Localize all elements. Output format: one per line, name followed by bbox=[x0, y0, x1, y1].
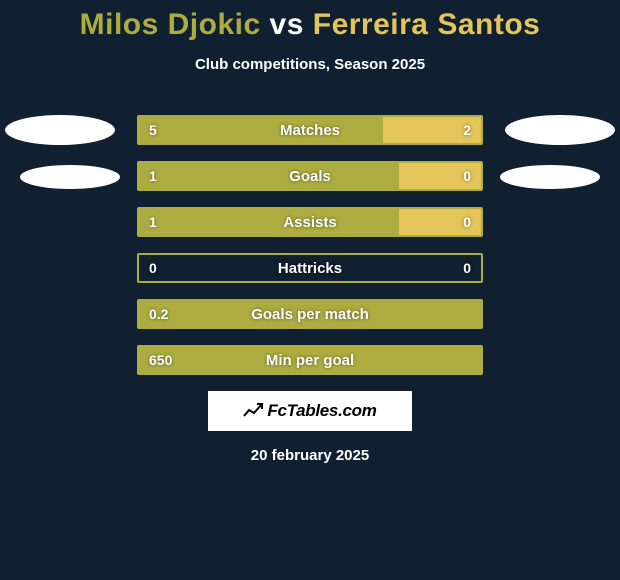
stat-bars-container: 5 Matches 2 1 Goals 0 1 Assists 0 0 Hatt… bbox=[137, 115, 483, 375]
stat-label: Matches bbox=[280, 122, 340, 139]
stat-row: 0.2 Goals per match bbox=[137, 299, 483, 329]
player2-team-logo bbox=[500, 165, 600, 189]
stat-label: Goals per match bbox=[251, 306, 369, 323]
stats-area: 5 Matches 2 1 Goals 0 1 Assists 0 0 Hatt… bbox=[0, 115, 620, 375]
stat-fill-left bbox=[139, 209, 399, 235]
stat-value-right: 0 bbox=[463, 168, 471, 184]
date-text: 20 february 2025 bbox=[0, 447, 620, 464]
player1-photo bbox=[5, 115, 115, 145]
vs-text: vs bbox=[270, 8, 304, 41]
chart-icon bbox=[243, 403, 263, 420]
logo-text: FcTables.com bbox=[267, 401, 376, 421]
stat-value-left: 0.2 bbox=[149, 306, 168, 322]
stat-fill-left bbox=[139, 117, 383, 143]
stat-value-left: 1 bbox=[149, 168, 157, 184]
stat-row: 1 Goals 0 bbox=[137, 161, 483, 191]
stat-label: Min per goal bbox=[266, 352, 354, 369]
stat-value-left: 650 bbox=[149, 352, 172, 368]
player1-name: Milos Djokic bbox=[80, 8, 261, 41]
stat-value-left: 1 bbox=[149, 214, 157, 230]
player2-photo bbox=[505, 115, 615, 145]
player2-name: Ferreira Santos bbox=[313, 8, 541, 41]
stat-label: Hattricks bbox=[278, 260, 342, 277]
player1-team-logo bbox=[20, 165, 120, 189]
stat-value-right: 0 bbox=[463, 260, 471, 276]
stat-value-right: 2 bbox=[463, 122, 471, 138]
comparison-title: Milos Djokic vs Ferreira Santos bbox=[0, 0, 620, 42]
stat-label: Goals bbox=[289, 168, 331, 185]
subtitle: Club competitions, Season 2025 bbox=[0, 56, 620, 73]
stat-row: 1 Assists 0 bbox=[137, 207, 483, 237]
stat-label: Assists bbox=[283, 214, 336, 231]
stat-value-left: 0 bbox=[149, 260, 157, 276]
fctables-logo: FcTables.com bbox=[208, 391, 412, 431]
stat-fill-left bbox=[139, 163, 399, 189]
stat-row: 5 Matches 2 bbox=[137, 115, 483, 145]
stat-row: 650 Min per goal bbox=[137, 345, 483, 375]
stat-row: 0 Hattricks 0 bbox=[137, 253, 483, 283]
stat-value-right: 0 bbox=[463, 214, 471, 230]
stat-value-left: 5 bbox=[149, 122, 157, 138]
